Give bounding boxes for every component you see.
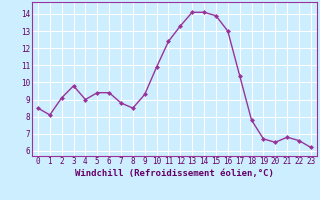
X-axis label: Windchill (Refroidissement éolien,°C): Windchill (Refroidissement éolien,°C) <box>75 169 274 178</box>
